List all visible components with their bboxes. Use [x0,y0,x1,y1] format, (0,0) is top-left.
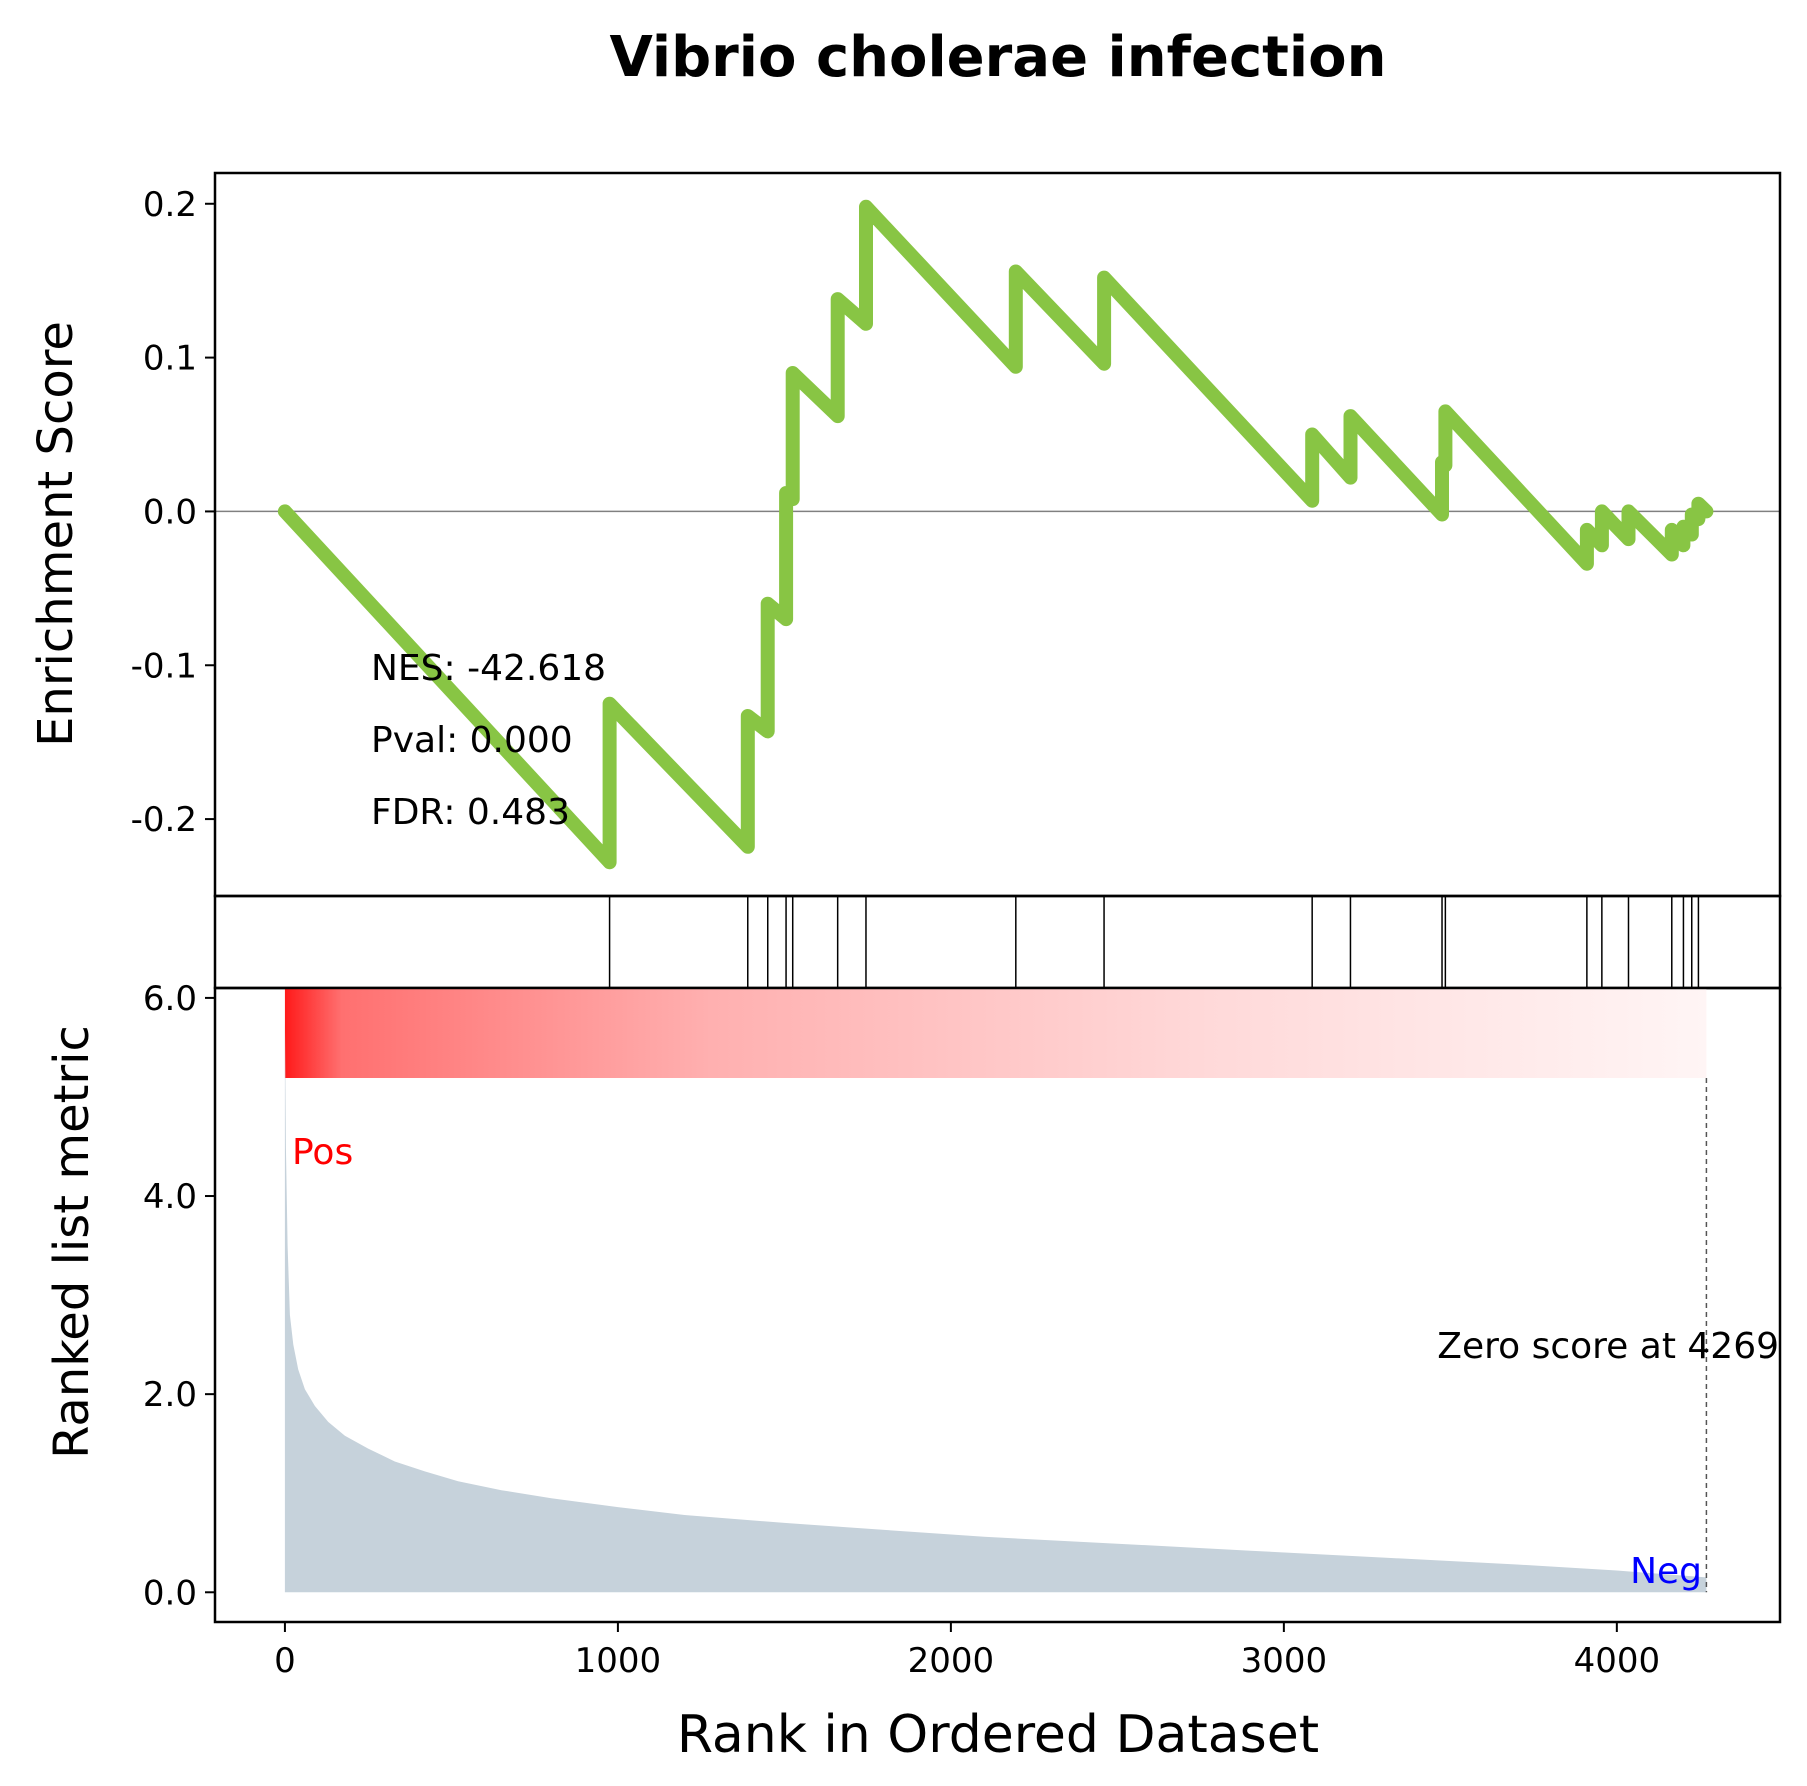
enrichment-y-tick-label: -0.1 [131,646,197,686]
hits-panel [213,894,1782,990]
enrichment-panel: -0.2 -0.1 0.0 0.1 0.2 NES: -42.618 Pval: 0.0… [28,171,1782,898]
ranked-metric-y-tick-label: 0.0 [143,1573,197,1613]
enrichment-y-tick-label: -0.2 [131,800,197,840]
enrichment-frame [213,171,1782,898]
enrichment-y-tick-label: 0.0 [143,492,197,532]
ranked-metric-area [284,1017,1707,1593]
stats-fdr: FDR: 0.483 [371,792,570,833]
pos-label: Pos [292,1132,353,1173]
stats-pval: Pval: 0.000 [371,720,573,761]
chart-title: Vibrio cholerae infection [610,25,1387,90]
ranked-metric-y-tick-label: 6.0 [143,979,197,1019]
enrichment-y-tick-label: 0.2 [143,185,197,225]
ranked-metric-panel: Pos Neg Zero score at 4269 0.02.04.06.0 … [44,979,1782,1624]
x-tick-label: 3000 [1241,1641,1328,1681]
x-tick-label: 4000 [1574,1641,1661,1681]
x-tick-label: 2000 [908,1641,995,1681]
neg-label: Neg [1630,1551,1702,1592]
enrichment-y-tick-label: 0.1 [143,339,197,379]
zero-score-label: Zero score at 4269 [1437,1326,1779,1367]
x-tick-label: 1000 [575,1641,662,1681]
ranked-metric-y-tick-label: 2.0 [143,1375,197,1415]
hits-frame [213,894,1782,990]
x-axis: 0 1000 2000 3000 4000 [274,1622,1660,1681]
x-tick-label: 0 [274,1641,296,1681]
enrichment-score-line [277,199,1714,870]
ranked-metric-y-label: Ranked list metric [44,1025,100,1459]
ranked-metric-y-tick-label: 4.0 [143,1177,197,1217]
enrichment-y-label: Enrichment Score [28,321,84,747]
x-axis-label: Rank in Ordered Dataset [677,1705,1319,1765]
ranked-metric-frame [213,986,1782,1624]
rank-gradient-bar [284,988,1707,1078]
stats-nes: NES: -42.618 [371,648,606,689]
